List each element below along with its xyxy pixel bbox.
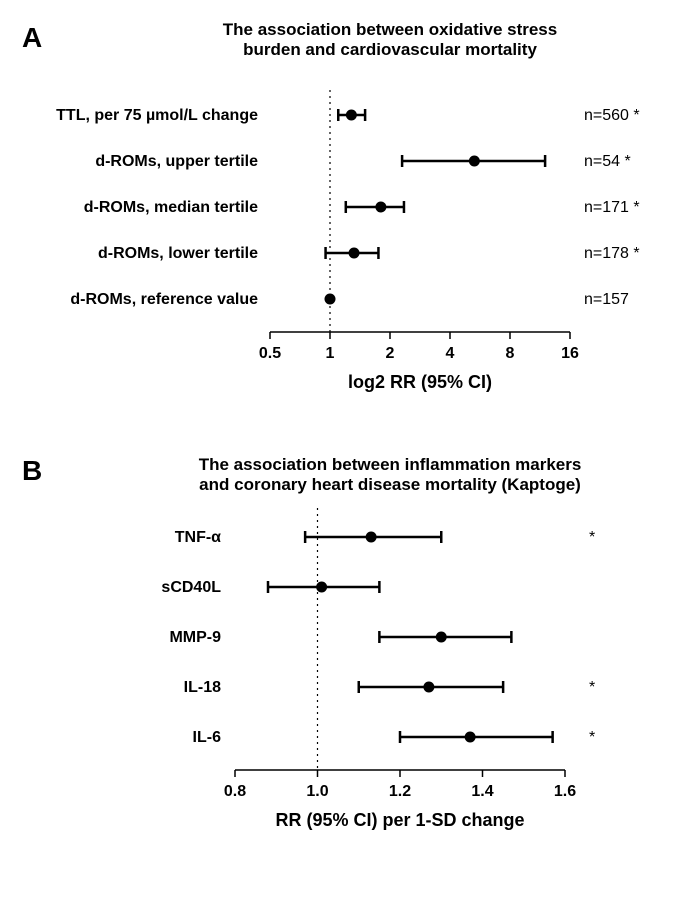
panel-b-title-line1: The association between inflammation mar…	[199, 455, 582, 474]
panel-b-title: The association between inflammation mar…	[160, 455, 620, 496]
forest-plot-a: 0.5 1 2 4 8 16 log2 RR (95% CI) TTL, per 75 µmo…	[40, 82, 660, 402]
svg-text:RR (95% CI) per 1-SD change: RR (95% CI) per 1-SD change	[275, 810, 524, 830]
svg-text:n=171 *: n=171 *	[584, 199, 640, 216]
panel-b-label: B	[22, 455, 42, 487]
svg-text:TTL, per 75 µmol/L change: TTL, per 75 µmol/L change	[56, 107, 258, 124]
svg-text:n=178 *: n=178 *	[584, 245, 640, 262]
svg-text:n=560 *: n=560 *	[584, 107, 640, 124]
svg-text:1: 1	[326, 345, 335, 362]
svg-text:n=54 *: n=54 *	[584, 153, 631, 170]
panel-a-title-line2: burden and cardiovascular mortality	[243, 40, 537, 59]
panel-a-title-line1: The association between oxidative stress	[223, 20, 557, 39]
svg-text:n=157: n=157	[584, 291, 629, 308]
svg-text:1.2: 1.2	[389, 783, 411, 800]
svg-text:MMP-9: MMP-9	[169, 629, 221, 646]
svg-text:*: *	[589, 679, 595, 696]
svg-text:IL-6: IL-6	[193, 729, 222, 746]
svg-text:2: 2	[386, 345, 395, 362]
panel-a-label: A	[22, 22, 42, 54]
panel-a-title: The association between oxidative stress…	[180, 20, 600, 61]
svg-text:d-ROMs, reference value: d-ROMs, reference value	[70, 291, 258, 308]
svg-text:1.6: 1.6	[554, 783, 576, 800]
forest-plot-b: 0.8 1.0 1.2 1.4 1.6 RR (95% CI) per 1-SD chan…	[40, 500, 660, 870]
svg-text:0.8: 0.8	[224, 783, 246, 800]
svg-text:sCD40L: sCD40L	[161, 579, 221, 596]
svg-text:TNF-α: TNF-α	[175, 529, 221, 546]
panel-b-title-line2: and coronary heart disease mortality (Ka…	[199, 475, 581, 494]
svg-text:16: 16	[561, 345, 579, 362]
svg-text:1.0: 1.0	[306, 783, 328, 800]
svg-text:d-ROMs, lower tertile: d-ROMs, lower tertile	[98, 245, 258, 262]
svg-text:d-ROMs, upper tertile: d-ROMs, upper tertile	[95, 153, 258, 170]
svg-text:1.4: 1.4	[471, 783, 493, 800]
svg-text:IL-18: IL-18	[184, 679, 221, 696]
svg-text:log2 RR (95% CI): log2 RR (95% CI)	[348, 372, 492, 392]
svg-text:8: 8	[506, 345, 515, 362]
svg-text:*: *	[589, 529, 595, 546]
svg-text:*: *	[589, 729, 595, 746]
svg-text:4: 4	[446, 345, 455, 362]
svg-text:0.5: 0.5	[259, 345, 281, 362]
svg-text:d-ROMs, median tertile: d-ROMs, median tertile	[84, 199, 258, 216]
